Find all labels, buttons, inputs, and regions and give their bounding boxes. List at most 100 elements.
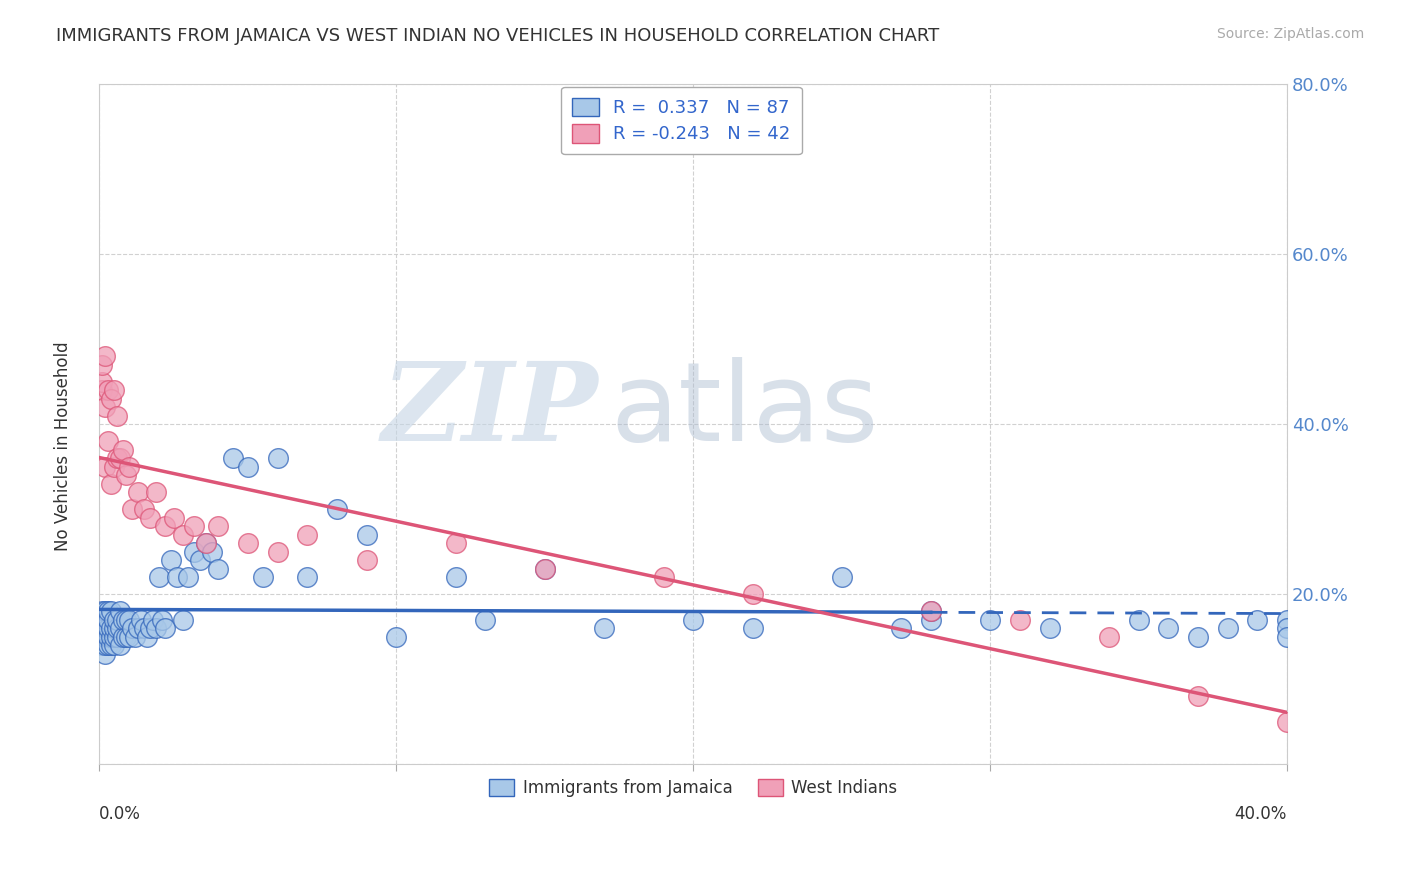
- Point: [91, 613, 114, 627]
- Text: IMMIGRANTS FROM JAMAICA VS WEST INDIAN NO VEHICLES IN HOUSEHOLD CORRELATION CHAR: IMMIGRANTS FROM JAMAICA VS WEST INDIAN N…: [56, 27, 939, 45]
- Point: [105, 621, 128, 635]
- Point: [105, 451, 128, 466]
- Point: [103, 621, 125, 635]
- Point: [108, 621, 131, 635]
- Point: [103, 613, 125, 627]
- Point: [356, 528, 378, 542]
- Point: [97, 638, 120, 652]
- Point: [297, 570, 319, 584]
- Point: [97, 434, 120, 449]
- Point: [91, 630, 114, 644]
- Point: [188, 553, 211, 567]
- Point: [97, 621, 120, 635]
- Point: [207, 519, 229, 533]
- Point: [222, 451, 245, 466]
- Point: [444, 570, 467, 584]
- Point: [153, 519, 176, 533]
- Text: Source: ZipAtlas.com: Source: ZipAtlas.com: [1216, 27, 1364, 41]
- Point: [920, 613, 942, 627]
- Point: [97, 384, 120, 398]
- Point: [97, 613, 120, 627]
- Point: [162, 511, 184, 525]
- Legend: Immigrants from Jamaica, West Indians: Immigrants from Jamaica, West Indians: [482, 772, 904, 804]
- Point: [159, 553, 181, 567]
- Point: [1275, 621, 1298, 635]
- Point: [1187, 690, 1209, 704]
- Point: [741, 621, 763, 635]
- Text: atlas: atlas: [610, 358, 879, 464]
- Point: [183, 519, 205, 533]
- Point: [132, 502, 155, 516]
- Point: [201, 545, 224, 559]
- Point: [145, 621, 167, 635]
- Point: [118, 630, 141, 644]
- Point: [1128, 613, 1150, 627]
- Point: [118, 613, 141, 627]
- Point: [103, 630, 125, 644]
- Point: [135, 630, 157, 644]
- Point: [91, 621, 114, 635]
- Point: [91, 621, 114, 635]
- Point: [121, 502, 143, 516]
- Point: [97, 604, 120, 618]
- Point: [94, 459, 117, 474]
- Point: [682, 613, 704, 627]
- Point: [94, 604, 117, 618]
- Point: [385, 630, 408, 644]
- Point: [94, 647, 117, 661]
- Text: No Vehicles in Household: No Vehicles in Household: [55, 341, 72, 551]
- Point: [100, 638, 122, 652]
- Point: [91, 638, 114, 652]
- Point: [150, 613, 173, 627]
- Point: [593, 621, 616, 635]
- Point: [127, 485, 149, 500]
- Point: [139, 511, 162, 525]
- Point: [132, 621, 155, 635]
- Point: [142, 613, 165, 627]
- Point: [356, 553, 378, 567]
- Point: [94, 630, 117, 644]
- Text: 0.0%: 0.0%: [100, 805, 141, 823]
- Point: [103, 459, 125, 474]
- Point: [236, 459, 259, 474]
- Point: [103, 638, 125, 652]
- Point: [108, 604, 131, 618]
- Point: [297, 528, 319, 542]
- Point: [920, 604, 942, 618]
- Point: [94, 350, 117, 364]
- Point: [112, 442, 135, 457]
- Point: [112, 613, 135, 627]
- Point: [91, 604, 114, 618]
- Point: [741, 587, 763, 601]
- Point: [108, 451, 131, 466]
- Point: [94, 621, 117, 635]
- Point: [129, 613, 152, 627]
- Point: [91, 630, 114, 644]
- Point: [148, 570, 170, 584]
- Point: [1246, 613, 1268, 627]
- Point: [1216, 621, 1239, 635]
- Point: [127, 621, 149, 635]
- Point: [172, 613, 194, 627]
- Point: [139, 621, 162, 635]
- Point: [979, 613, 1001, 627]
- Text: 40.0%: 40.0%: [1234, 805, 1286, 823]
- Point: [195, 536, 218, 550]
- Point: [266, 451, 288, 466]
- Point: [177, 570, 200, 584]
- Point: [1038, 621, 1060, 635]
- Point: [533, 562, 555, 576]
- Point: [100, 392, 122, 406]
- Point: [1098, 630, 1121, 644]
- Point: [920, 604, 942, 618]
- Point: [183, 545, 205, 559]
- Point: [91, 384, 114, 398]
- Point: [124, 630, 146, 644]
- Point: [112, 630, 135, 644]
- Point: [831, 570, 853, 584]
- Point: [115, 613, 138, 627]
- Point: [94, 638, 117, 652]
- Point: [1275, 630, 1298, 644]
- Point: [153, 621, 176, 635]
- Point: [145, 485, 167, 500]
